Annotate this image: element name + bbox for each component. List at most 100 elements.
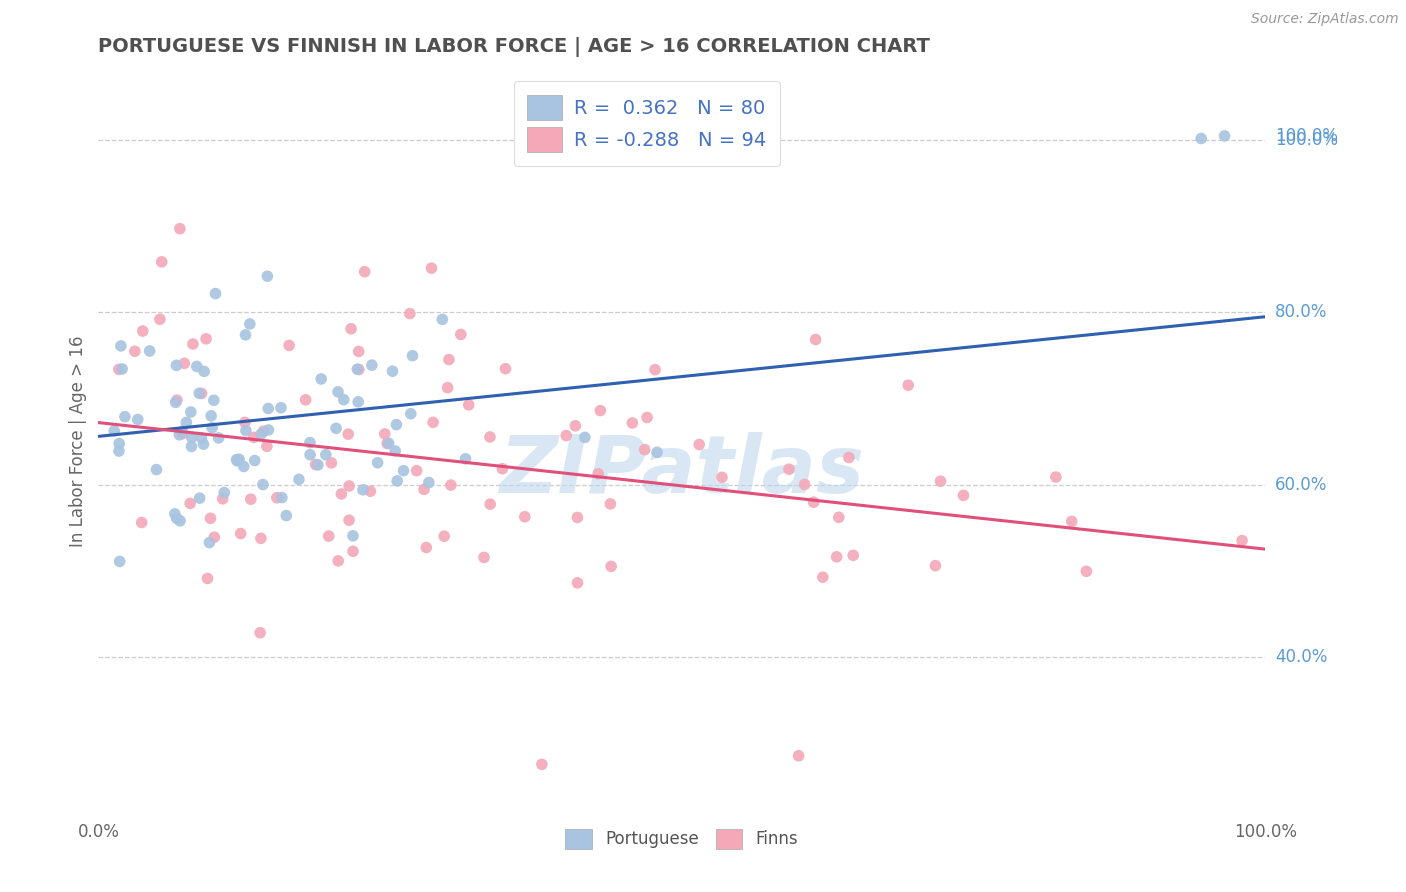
- Point: [513, 509, 536, 524]
- Point: [239, 492, 262, 507]
- Point: [359, 484, 381, 499]
- Point: [229, 526, 252, 541]
- Point: [367, 456, 389, 470]
- Point: [457, 398, 479, 412]
- Point: [588, 467, 610, 481]
- Point: [299, 448, 322, 462]
- Point: [294, 392, 316, 407]
- Point: [567, 575, 589, 590]
- Point: [188, 386, 211, 401]
- Point: [337, 427, 360, 442]
- Point: [1045, 470, 1067, 484]
- Point: [270, 491, 292, 505]
- Point: [249, 625, 271, 640]
- Point: [838, 450, 860, 465]
- Point: [108, 554, 131, 568]
- Point: [181, 337, 204, 351]
- Point: [1076, 564, 1098, 578]
- Point: [197, 571, 219, 585]
- Point: [169, 514, 191, 528]
- Point: [256, 439, 278, 453]
- Point: [138, 343, 160, 358]
- Point: [165, 359, 187, 373]
- Point: [239, 317, 262, 331]
- Point: [298, 435, 321, 450]
- Point: [318, 529, 340, 543]
- Point: [243, 453, 266, 467]
- Point: [437, 352, 460, 367]
- Point: [385, 417, 408, 432]
- Text: 60.0%: 60.0%: [1275, 475, 1327, 493]
- Point: [574, 430, 596, 444]
- Point: [420, 261, 443, 276]
- Point: [1230, 533, 1253, 548]
- Point: [190, 386, 212, 401]
- Point: [235, 327, 257, 342]
- Point: [186, 359, 208, 374]
- Point: [803, 495, 825, 509]
- Point: [276, 508, 298, 523]
- Point: [225, 452, 247, 467]
- Point: [347, 362, 370, 376]
- Point: [180, 440, 202, 454]
- Point: [257, 401, 280, 416]
- Point: [530, 757, 553, 772]
- Point: [337, 513, 360, 527]
- Text: PORTUGUESE VS FINNISH IN LABOR FORCE | AGE > 16 CORRELATION CHART: PORTUGUESE VS FINNISH IN LABOR FORCE | A…: [98, 37, 931, 57]
- Point: [166, 511, 188, 525]
- Point: [342, 544, 364, 558]
- Point: [787, 748, 810, 763]
- Point: [201, 421, 224, 435]
- Point: [257, 423, 280, 437]
- Point: [1189, 131, 1212, 145]
- Point: [103, 424, 125, 438]
- Point: [228, 452, 250, 467]
- Point: [929, 474, 952, 488]
- Point: [190, 431, 212, 445]
- Point: [193, 364, 215, 378]
- Point: [307, 458, 329, 472]
- Point: [433, 529, 456, 543]
- Point: [564, 418, 586, 433]
- Point: [352, 483, 374, 497]
- Point: [346, 362, 368, 376]
- Point: [200, 511, 222, 525]
- Point: [491, 461, 513, 475]
- Point: [172, 426, 194, 441]
- Point: [124, 344, 146, 359]
- Point: [897, 378, 920, 392]
- Point: [811, 570, 834, 584]
- Point: [436, 381, 458, 395]
- Point: [266, 491, 288, 505]
- Point: [440, 478, 463, 492]
- Point: [360, 358, 382, 372]
- Point: [256, 269, 278, 284]
- Point: [214, 485, 236, 500]
- Point: [340, 322, 363, 336]
- Point: [235, 424, 257, 438]
- Point: [1213, 128, 1236, 143]
- Point: [337, 479, 360, 493]
- Point: [288, 472, 311, 486]
- Point: [131, 516, 153, 530]
- Text: Source: ZipAtlas.com: Source: ZipAtlas.com: [1251, 12, 1399, 26]
- Point: [636, 410, 658, 425]
- Point: [353, 265, 375, 279]
- Point: [688, 437, 710, 451]
- Point: [165, 395, 187, 409]
- Point: [108, 362, 131, 376]
- Point: [328, 554, 350, 568]
- Point: [342, 529, 364, 543]
- Point: [169, 221, 191, 235]
- Point: [166, 393, 188, 408]
- Point: [599, 497, 621, 511]
- Point: [278, 338, 301, 352]
- Point: [645, 445, 668, 459]
- Point: [432, 312, 454, 326]
- Point: [207, 431, 229, 445]
- Point: [793, 477, 815, 491]
- Point: [252, 477, 274, 491]
- Point: [188, 491, 211, 505]
- Point: [1060, 515, 1083, 529]
- Point: [401, 349, 423, 363]
